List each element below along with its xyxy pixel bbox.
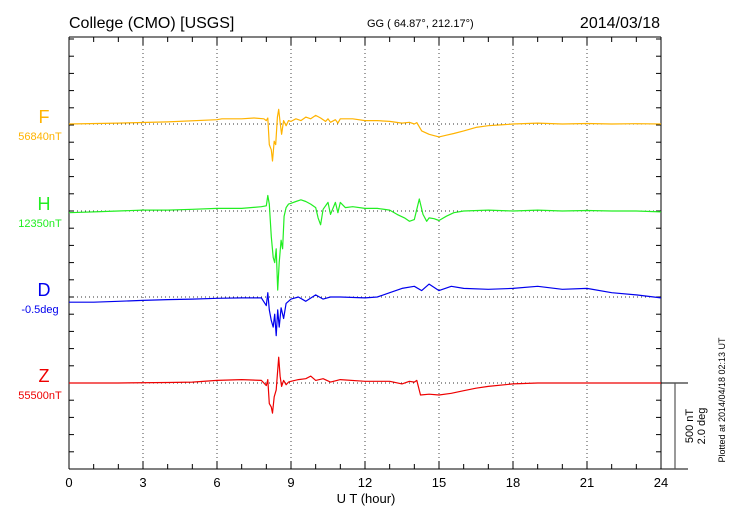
chart-date: 2014/03/18 — [580, 15, 660, 32]
x-tick-label: 15 — [432, 475, 446, 490]
x-tick-label: 0 — [65, 475, 72, 490]
x-tick-label: 24 — [654, 475, 668, 490]
series-baseline-h: 12350nT — [18, 218, 62, 230]
scale-label-nt: 500 nT — [684, 409, 696, 444]
series-name-h: H — [38, 194, 51, 214]
chart-subtitle: GG ( 64.87°, 212.17°) — [367, 18, 474, 30]
x-tick-label: 18 — [506, 475, 520, 490]
series-name-d: D — [38, 280, 51, 300]
series-baseline-z: 55500nT — [18, 390, 62, 402]
plotted-at-footer: Plotted at 2014/04/18 02:13 UT — [717, 337, 727, 463]
series-line-f — [68, 108, 662, 162]
series-name-z: Z — [39, 366, 50, 386]
x-tick-label: 3 — [139, 475, 146, 490]
series-group — [68, 108, 662, 414]
scale-label-deg: 2.0 deg — [696, 408, 708, 445]
series-baseline-d: -0.5deg — [21, 304, 58, 316]
series-name-f: F — [39, 107, 50, 127]
x-axis-label: U T (hour) — [337, 491, 396, 506]
x-tick-label: 21 — [580, 475, 594, 490]
series-line-h — [68, 194, 662, 291]
x-tick-label: 9 — [287, 475, 294, 490]
chart-title: College (CMO) [USGS] — [69, 15, 234, 32]
series-line-z — [69, 356, 661, 414]
series-line-d — [69, 283, 662, 337]
series-labels: F 56840nT H 12350nT D -0.5deg Z 55500nT — [18, 107, 62, 402]
axes: 0 3 6 9 12 15 18 21 24 — [65, 36, 688, 490]
x-tick-label: 6 — [213, 475, 220, 490]
grid — [69, 37, 661, 469]
series-baseline-f: 56840nT — [18, 131, 62, 143]
x-tick-label: 12 — [358, 475, 372, 490]
